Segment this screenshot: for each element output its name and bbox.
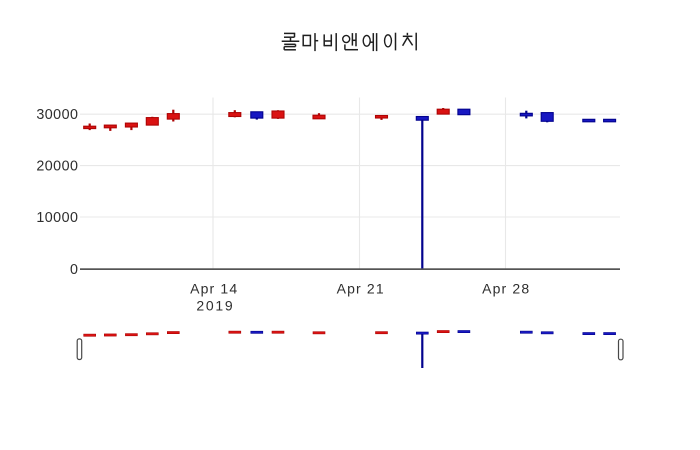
svg-text:Apr 14: Apr 14 (190, 281, 238, 297)
svg-text:20000: 20000 (36, 159, 78, 175)
svg-text:10000: 10000 (36, 210, 78, 226)
svg-text:Apr 28: Apr 28 (482, 281, 530, 297)
svg-text:Apr 21: Apr 21 (337, 281, 385, 297)
svg-text:0: 0 (70, 262, 78, 278)
svg-text:30000: 30000 (36, 107, 78, 123)
svg-text:2019: 2019 (196, 298, 234, 314)
